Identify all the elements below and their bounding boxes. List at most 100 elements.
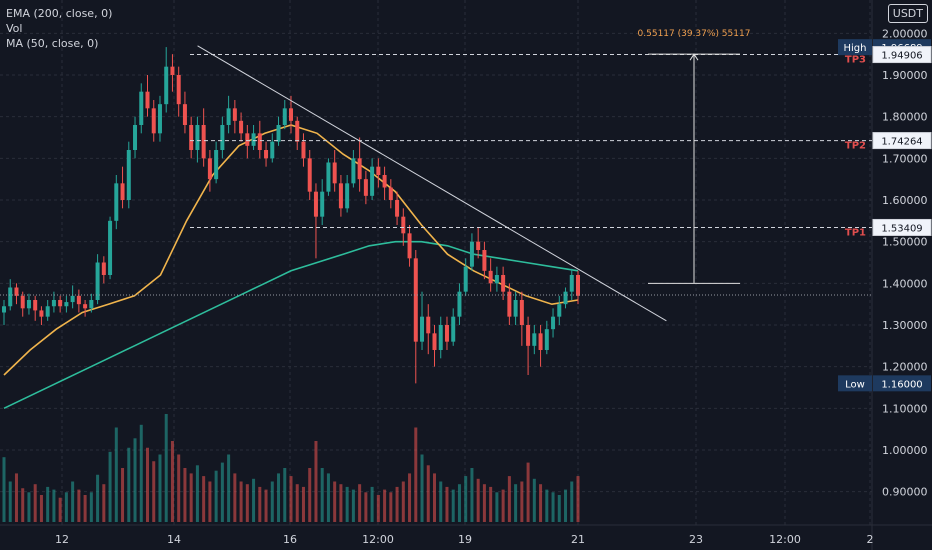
y-tick-label: 1.50000: [882, 236, 928, 249]
volume-bar: [501, 489, 505, 522]
volume-bar: [202, 476, 206, 522]
candle-body: [338, 183, 343, 209]
candle-body: [89, 300, 94, 309]
candle-body: [326, 162, 331, 192]
candle-body: [39, 310, 44, 317]
currency-label[interactable]: USDT: [887, 4, 928, 23]
volume-bar: [270, 481, 274, 522]
legend-ma50[interactable]: MA (50, close, 0): [6, 37, 99, 50]
price-tag: 1.94906: [872, 46, 932, 64]
volume-bar: [476, 478, 480, 522]
drawings[interactable]: TP3 TP2 TP1 0.55117 (39.37%) 55117: [0, 29, 872, 322]
volume-bar: [526, 462, 530, 522]
volume-bar: [39, 495, 43, 522]
price-tag-label: Low: [845, 379, 865, 390]
volume-bar: [89, 492, 93, 522]
candle-body: [576, 275, 580, 296]
volume-bar: [220, 462, 224, 522]
y-tick-label: 1.60000: [882, 194, 928, 207]
volume-bar: [570, 481, 574, 522]
volume-bar: [439, 481, 443, 522]
x-tick-label: 12:00: [362, 533, 394, 546]
candle-body: [332, 162, 337, 184]
y-tick-label: 1.80000: [882, 111, 928, 124]
volume-bar: [121, 468, 125, 522]
volume-bar: [451, 489, 455, 522]
legend-ema200[interactable]: EMA (200, close, 0): [6, 7, 113, 20]
candle-body: [270, 141, 275, 159]
candle-body: [58, 300, 63, 307]
volume-bar: [64, 492, 68, 522]
candle-body: [145, 91, 150, 109]
volume-bar: [376, 495, 380, 522]
x-tick-label: 23: [689, 533, 703, 546]
candle-body: [251, 133, 256, 146]
volume-bar: [277, 473, 281, 522]
candle-body: [232, 108, 237, 121]
volume-bar: [420, 454, 424, 522]
candle-body: [14, 287, 19, 296]
volume-bar: [389, 492, 393, 522]
price-tag-value-bg: [872, 132, 932, 150]
candle-body: [157, 104, 162, 134]
volume-bar: [401, 481, 405, 522]
candles: [2, 47, 580, 384]
candle-body: [401, 216, 406, 234]
volume-bar: [33, 484, 37, 522]
time-axis[interactable]: 12 14 16 12:00 19 21 23 12:00 2: [55, 533, 874, 546]
x-tick-label: 2: [867, 533, 874, 546]
price-tag: 1.74264: [872, 132, 932, 150]
volume-bar: [158, 454, 162, 522]
volume-bar: [507, 476, 511, 522]
candle-body: [20, 295, 25, 309]
volume-bar: [364, 492, 368, 522]
candle-body: [557, 304, 562, 317]
volume-bar: [258, 486, 262, 522]
candle-body: [488, 270, 493, 284]
price-tag-value: 1.94906: [881, 51, 922, 62]
volume-bar: [564, 489, 568, 522]
price-tag-value: 1.74264: [881, 137, 922, 148]
volume-bar: [545, 489, 549, 522]
candle-body: [264, 150, 269, 159]
volume-bar: [426, 465, 430, 522]
candle-body: [526, 325, 531, 346]
volume-bar: [482, 484, 486, 522]
candle-body: [544, 329, 549, 350]
candle-body: [482, 250, 487, 271]
candle-body: [189, 125, 194, 150]
volume-bar: [214, 470, 218, 522]
price-tag-value-bg: [872, 218, 932, 236]
legend-vol[interactable]: Vol: [6, 22, 23, 35]
volume-bar: [114, 427, 118, 522]
x-tick-label: 12: [55, 533, 69, 546]
volume-bar: [289, 476, 293, 522]
volume-bars: [2, 414, 580, 522]
candle-body: [494, 275, 499, 284]
volume-bar: [164, 414, 168, 522]
volume-bar: [539, 484, 543, 522]
candle-body: [126, 150, 131, 200]
y-tick-label: 1.00000: [882, 444, 928, 457]
candle-body: [276, 125, 281, 142]
candle-body: [8, 287, 13, 307]
candle-body: [182, 104, 187, 125]
volume-bar: [133, 438, 137, 522]
candle-body: [457, 291, 462, 317]
volume-bar: [239, 481, 243, 522]
candle-body: [345, 183, 350, 209]
volume-bar: [520, 481, 524, 522]
candle-body: [257, 133, 262, 150]
volume-bar: [301, 486, 305, 522]
candle-body: [108, 220, 113, 275]
price-tag: Low 1.16000: [838, 375, 931, 392]
volume-bar: [383, 489, 387, 522]
candle-body: [239, 120, 244, 134]
volume-bar: [2, 457, 6, 522]
ema200-line: [3, 240, 579, 410]
target-label-tp1: TP1: [845, 227, 866, 238]
volume-bar: [495, 492, 499, 522]
x-tick-label: 14: [167, 533, 181, 546]
price-axis[interactable]: 2.00000 1.90000 1.80000 1.70000 1.60000 1.500…: [838, 27, 932, 499]
